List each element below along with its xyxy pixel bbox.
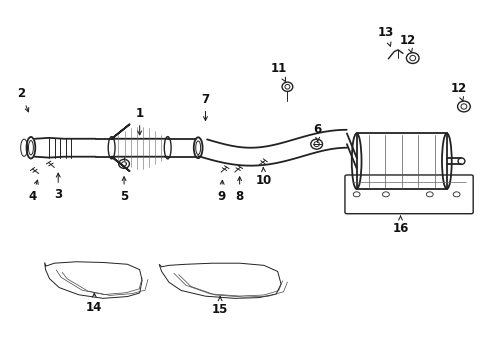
Bar	[356, 134, 446, 189]
Text: 4: 4	[28, 180, 38, 203]
Text: 15: 15	[211, 297, 228, 316]
Text: 8: 8	[235, 177, 243, 203]
Text: 10: 10	[255, 168, 272, 186]
Text: 5: 5	[120, 177, 128, 203]
Text: 11: 11	[270, 62, 286, 81]
Text: 1: 1	[135, 107, 143, 135]
Text: 13: 13	[377, 27, 393, 46]
Text: 9: 9	[217, 180, 225, 203]
Text: 3: 3	[54, 173, 62, 201]
Text: 7: 7	[201, 93, 209, 121]
Text: 16: 16	[391, 216, 408, 235]
Text: 12: 12	[399, 33, 415, 53]
Text: 14: 14	[86, 293, 102, 314]
Text: 6: 6	[313, 123, 321, 142]
Text: 12: 12	[450, 82, 466, 101]
Text: 2: 2	[17, 87, 29, 112]
